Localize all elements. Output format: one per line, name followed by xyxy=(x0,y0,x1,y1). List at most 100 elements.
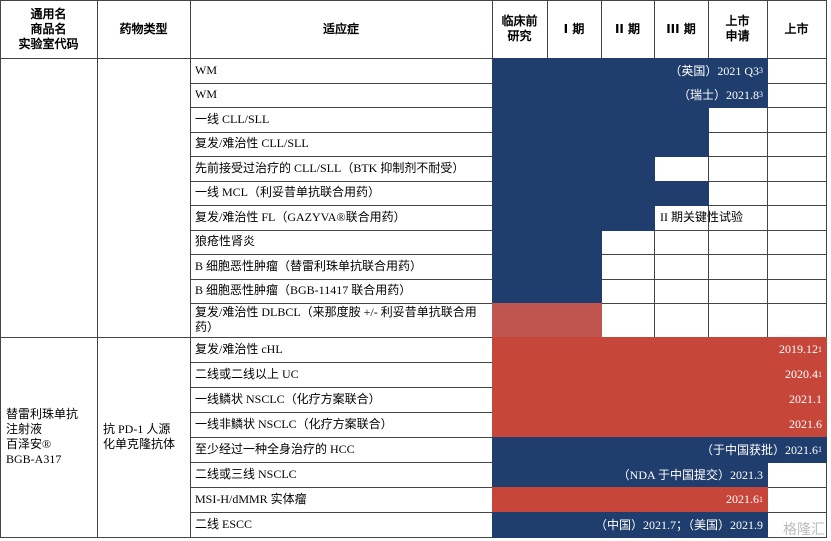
stage-bar xyxy=(492,362,827,388)
indication: B 细胞恶性肿瘤（BGB-11417 联合用药） xyxy=(195,283,412,298)
grid-line xyxy=(0,337,190,338)
grid-line xyxy=(190,0,191,538)
indication: 复发/难治性 CLL/SLL xyxy=(195,136,309,151)
bar-label-text: （NDA 于中国提交）2021.3 xyxy=(617,468,763,482)
indication: 一线非鳞状 NSCLC（化疗方案联合） xyxy=(195,417,393,431)
drug-type: 抗 PD-1 人源 化单克隆抗体 xyxy=(103,337,188,537)
header-cell: II 期 xyxy=(601,0,654,58)
indication: 复发/难治性 cHL xyxy=(195,342,283,356)
indication: 复发/难治性 FL（GAZYVA®联合用药） xyxy=(195,209,406,224)
header-text: I 期 xyxy=(563,21,585,36)
bar-label: （于中国获批）2021.6 1 xyxy=(492,437,826,462)
header-cell: 上市 xyxy=(767,0,826,58)
indication: 狼疮性肾炎 xyxy=(195,234,256,249)
header-text: III 期 xyxy=(666,21,696,36)
stage-bar xyxy=(492,462,768,488)
status-text: II 期关键性试验 xyxy=(660,209,743,224)
bar-label: 2020.4 1 xyxy=(492,362,826,387)
stage-bar xyxy=(492,278,602,304)
header-text: 研究 xyxy=(507,29,532,43)
drug-name-line: 替雷利珠单抗 xyxy=(6,407,79,421)
header-cell: 药物类型 xyxy=(119,21,168,36)
footnote: 3 xyxy=(759,90,763,100)
bar-label: 2021.6 xyxy=(492,412,826,437)
header-text: 申请 xyxy=(725,29,750,43)
indication: 二线 ESCC xyxy=(195,517,253,531)
stage-bar xyxy=(492,58,768,84)
stage-bar xyxy=(492,487,768,513)
bar-label: 2021.6 1 xyxy=(492,487,767,512)
drug-name-line: 注射液 xyxy=(6,422,43,436)
indication: B 细胞恶性肿瘤（替雷利珠单抗联合用药） xyxy=(195,258,423,273)
header-text: 临床前 xyxy=(501,14,538,28)
footnote: 3 xyxy=(759,65,763,75)
drug-name: 替雷利珠单抗 注射液 百泽安® BGB-A317 xyxy=(6,337,95,537)
header-cell: 上市 申请 xyxy=(708,0,767,58)
drug-type-line: 抗 PD-1 人源 xyxy=(103,422,171,436)
indication: WM xyxy=(195,62,217,77)
bar-label-text: 2021.6 xyxy=(726,492,759,506)
bar-label-text: 2021.1 xyxy=(789,392,822,406)
bar-label-text: 2021.6 xyxy=(789,417,822,431)
indication: 一线 MCL（利妥昔单抗联合用药） xyxy=(195,185,381,200)
bar-label-text: （中国）2021.7；（美国）2021.9 xyxy=(594,518,763,532)
header-text: 上市 xyxy=(725,14,750,28)
indication: 二线或三线 NSCLC xyxy=(195,467,297,481)
header-cell: 适应症 xyxy=(322,21,359,36)
indication: 复发/难治性 DLBCL（来那度胺 +/- 利妥昔单抗联合用药） xyxy=(195,305,477,334)
drug-name-line: BGB-A317 xyxy=(6,452,62,466)
footnote: 1 xyxy=(759,495,763,504)
header-text: 商品名 xyxy=(30,21,67,36)
bar-label-text: （于中国获批）2021.6 xyxy=(700,443,818,457)
stage-bar xyxy=(492,82,768,108)
grid-line xyxy=(0,0,1,538)
stage-bar xyxy=(492,512,768,538)
indication: 一线 CLL/SLL xyxy=(195,111,270,126)
stage-bar xyxy=(492,254,602,280)
grid-line xyxy=(708,0,709,538)
stage-bar xyxy=(492,107,709,133)
grid-line xyxy=(654,0,655,538)
grid-line xyxy=(0,0,827,1)
indication: WM xyxy=(195,87,217,102)
stage-bar xyxy=(492,387,827,413)
grid-line xyxy=(826,0,827,538)
stage-bar xyxy=(492,412,827,438)
footnote: 1 xyxy=(818,445,822,454)
stage-bar xyxy=(492,205,655,231)
header-cell: III 期 xyxy=(654,0,708,58)
bar-label-text: （瑞士）2021.8 xyxy=(677,88,759,103)
indication: 先前接受过治疗的 CLL/SLL（BTK 抑制剂不耐受） xyxy=(195,160,465,175)
bar-label-text: 2020.4 xyxy=(785,367,818,381)
bar-label: （英国）2021 Q3 3 xyxy=(492,58,767,83)
stage-bar xyxy=(492,337,827,363)
bar-label: 2021.1 xyxy=(492,387,826,412)
stage-bar xyxy=(492,229,602,255)
drug-type-line: 化单克隆抗体 xyxy=(103,437,176,451)
bar-label-text: （英国）2021 Q3 xyxy=(669,63,759,78)
indication: 至少经过一种全身治疗的 HCC xyxy=(195,442,355,456)
watermark: 格隆汇 xyxy=(783,522,825,538)
bar-label-text: 2019.12 xyxy=(779,342,818,356)
stage-bar xyxy=(492,156,655,182)
indication: 一线鳞状 NSCLC（化疗方案联合） xyxy=(195,392,381,406)
stage-bar xyxy=(492,180,709,206)
header-cell: I 期 xyxy=(547,0,601,58)
grid-line xyxy=(0,537,190,538)
header-text: 实验室代码 xyxy=(18,36,79,51)
header-text: 上市 xyxy=(784,21,809,36)
header-text: 通用名 xyxy=(30,6,67,21)
grid-line xyxy=(0,58,827,59)
drug-name-line: 百泽安® xyxy=(6,437,52,451)
indication: MSI-H/dMMR 实体瘤 xyxy=(195,492,307,506)
bar-label: （中国）2021.7；（美国）2021.9 xyxy=(492,512,767,537)
header-cell: 临床前 研究 xyxy=(492,0,547,58)
footnote: 1 xyxy=(818,345,822,354)
stage-bar xyxy=(492,303,602,338)
stage-bar xyxy=(492,131,709,157)
stage-bar xyxy=(492,437,827,463)
bar-label: （NDA 于中国提交）2021.3 xyxy=(492,462,767,487)
header-text: II 期 xyxy=(614,21,641,36)
grid-line xyxy=(97,0,98,538)
